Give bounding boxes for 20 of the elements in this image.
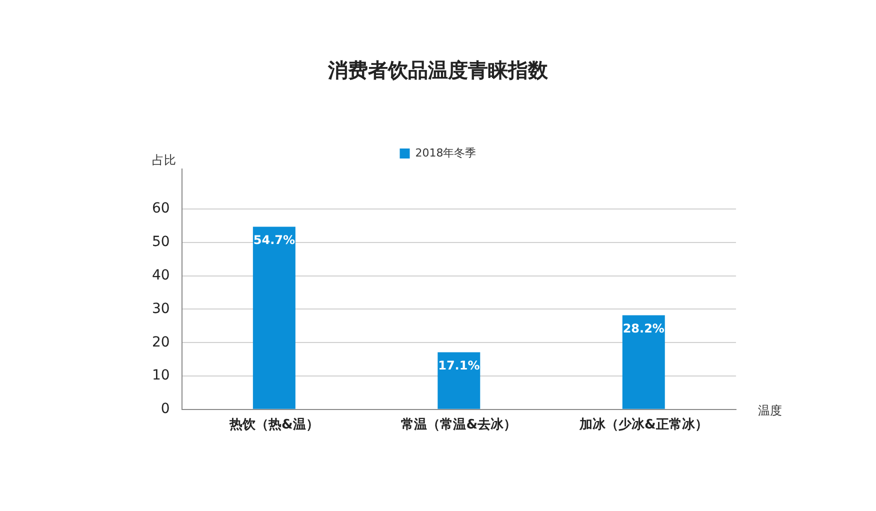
bar	[438, 352, 480, 409]
x-tick-label: 热饮（热&温）	[228, 418, 319, 433]
x-tick-label: 加冰（少冰&正常冰）	[578, 416, 708, 433]
data-label: 54.7%	[253, 232, 295, 247]
chart-title: 消费者饮品温度青睐指数	[327, 58, 549, 82]
y-tick-label: 0	[160, 401, 170, 418]
y-tick-label: 10	[152, 368, 170, 384]
x-axis-title: 温度	[758, 404, 782, 418]
bar	[622, 315, 665, 409]
data-label: 17.1%	[438, 358, 480, 372]
bar	[252, 226, 296, 409]
x-tick-label: 常温（常温&去冰）	[401, 416, 517, 433]
y-tick-label: 60	[152, 200, 170, 217]
data-label: 28.2%	[622, 321, 664, 336]
y-axis-title: 占比	[152, 153, 176, 168]
y-tick-label: 40	[152, 267, 170, 284]
legend-label: 2018年冬季	[415, 146, 476, 160]
y-tick-label: 30	[152, 300, 170, 317]
y-tick-label: 20	[152, 334, 170, 350]
y-tick-label: 50	[152, 234, 170, 250]
